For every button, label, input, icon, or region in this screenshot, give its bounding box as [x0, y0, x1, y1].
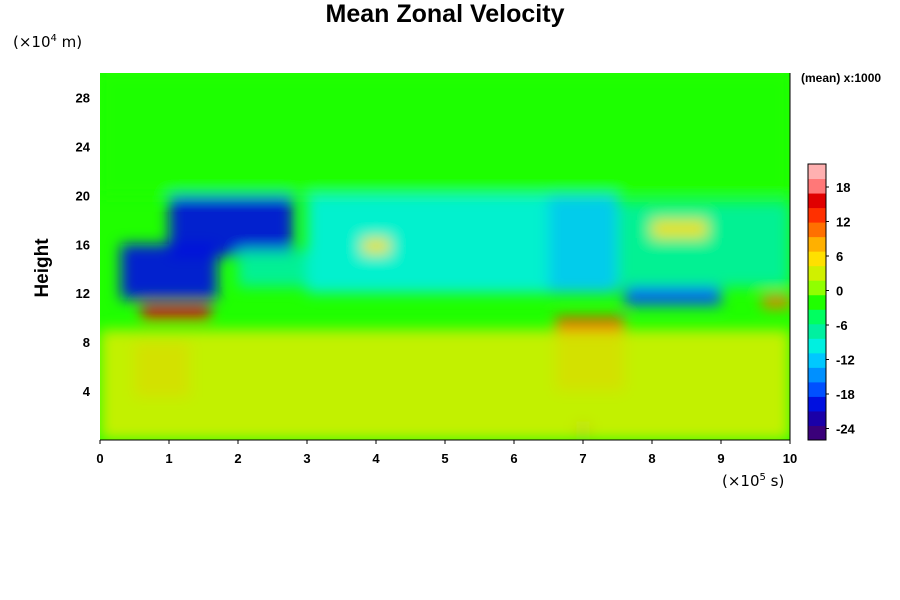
colorbar-segment — [808, 338, 826, 354]
colorbar-segment — [808, 381, 826, 397]
colorbar-tick-label: -6 — [836, 318, 848, 333]
colorbar-segment — [808, 193, 826, 209]
colorbar-segment — [808, 280, 826, 296]
colorbar-tick-label: 6 — [836, 249, 843, 264]
colorbar-tick-label: -24 — [836, 422, 856, 437]
heatmap-feature — [617, 201, 790, 288]
x-tick-label: 5 — [441, 451, 448, 466]
colorbar-segment — [808, 222, 826, 238]
x-units-suffix: s) — [765, 472, 785, 490]
x-tick-label: 10 — [783, 451, 797, 466]
colorbar-tick-label: 0 — [836, 284, 843, 299]
x-tick-label: 7 — [579, 451, 586, 466]
colorbar-segment — [808, 323, 826, 339]
y-tick-label: 16 — [76, 237, 90, 252]
colorbar-segment — [808, 265, 826, 281]
heatmap-field — [100, 73, 790, 440]
y-tick-label: 8 — [83, 335, 90, 350]
y-units-suffix: m) — [56, 33, 83, 51]
y-units-label: (×104 m) — [13, 33, 82, 51]
heatmap-features — [100, 73, 790, 440]
colorbar-tick-label: 12 — [836, 215, 850, 230]
heatmap-feature — [100, 73, 790, 196]
colorbar-segment — [808, 178, 826, 194]
heatmap-feature — [624, 287, 721, 306]
heatmap-feature — [307, 195, 549, 294]
heatmap-feature — [652, 219, 708, 239]
colorbar: -24 -18 -12 -6 0 6 12 18 — [807, 163, 856, 441]
x-tick-label: 2 — [234, 451, 241, 466]
colorbar-segment — [808, 352, 826, 368]
heatmap-feature — [238, 250, 307, 288]
x-tick-label: 4 — [372, 451, 380, 466]
colorbar-frame — [807, 163, 827, 441]
colorbar-segment — [808, 251, 826, 267]
y-units-prefix: (×10 — [13, 33, 51, 51]
x-tick-label: 3 — [303, 451, 310, 466]
colorbar-segment — [808, 164, 826, 180]
heatmap-feature — [362, 238, 390, 255]
x-tick-label: 0 — [96, 451, 103, 466]
x-tick-label: 8 — [648, 451, 655, 466]
colorbar-scale-note: (mean) x:1000 — [801, 71, 882, 85]
colorbar-segment — [808, 410, 826, 426]
colorbar-segment — [808, 207, 826, 223]
colorbar-segment — [808, 396, 826, 412]
colorbar-segment — [808, 425, 826, 441]
heatmap-feature — [548, 195, 618, 294]
x-units-exponent: 5 — [759, 472, 766, 483]
colorbar-tick-label: 18 — [836, 180, 850, 195]
colorbar-segment — [808, 309, 826, 325]
colorbar-segment — [808, 236, 826, 252]
heatmap-feature — [141, 305, 211, 321]
x-units-label: (×105 s) — [722, 472, 784, 490]
colorbar-segment — [808, 367, 826, 383]
y-tick-label: 20 — [76, 188, 90, 203]
x-tick-label: 9 — [717, 451, 724, 466]
y-tick-label: 24 — [76, 139, 91, 154]
colorbar-tick-label: -18 — [836, 387, 855, 402]
y-tick-label: 12 — [76, 286, 90, 301]
y-tick-label: 4 — [83, 384, 91, 399]
x-tick-label: 6 — [510, 451, 517, 466]
heatmap-feature — [762, 295, 790, 308]
colorbar-tick-label: -12 — [836, 353, 855, 368]
y-tick-label: 28 — [76, 90, 90, 105]
chart-title: Mean Zonal Velocity — [325, 0, 565, 28]
colorbar-segment — [808, 294, 826, 310]
y-units-exponent: 4 — [50, 33, 57, 44]
x-units-prefix: (×10 — [722, 472, 760, 490]
x-tick-label: 1 — [165, 451, 172, 466]
heatmap-feature — [100, 329, 790, 440]
heatmap-feature — [169, 195, 294, 257]
